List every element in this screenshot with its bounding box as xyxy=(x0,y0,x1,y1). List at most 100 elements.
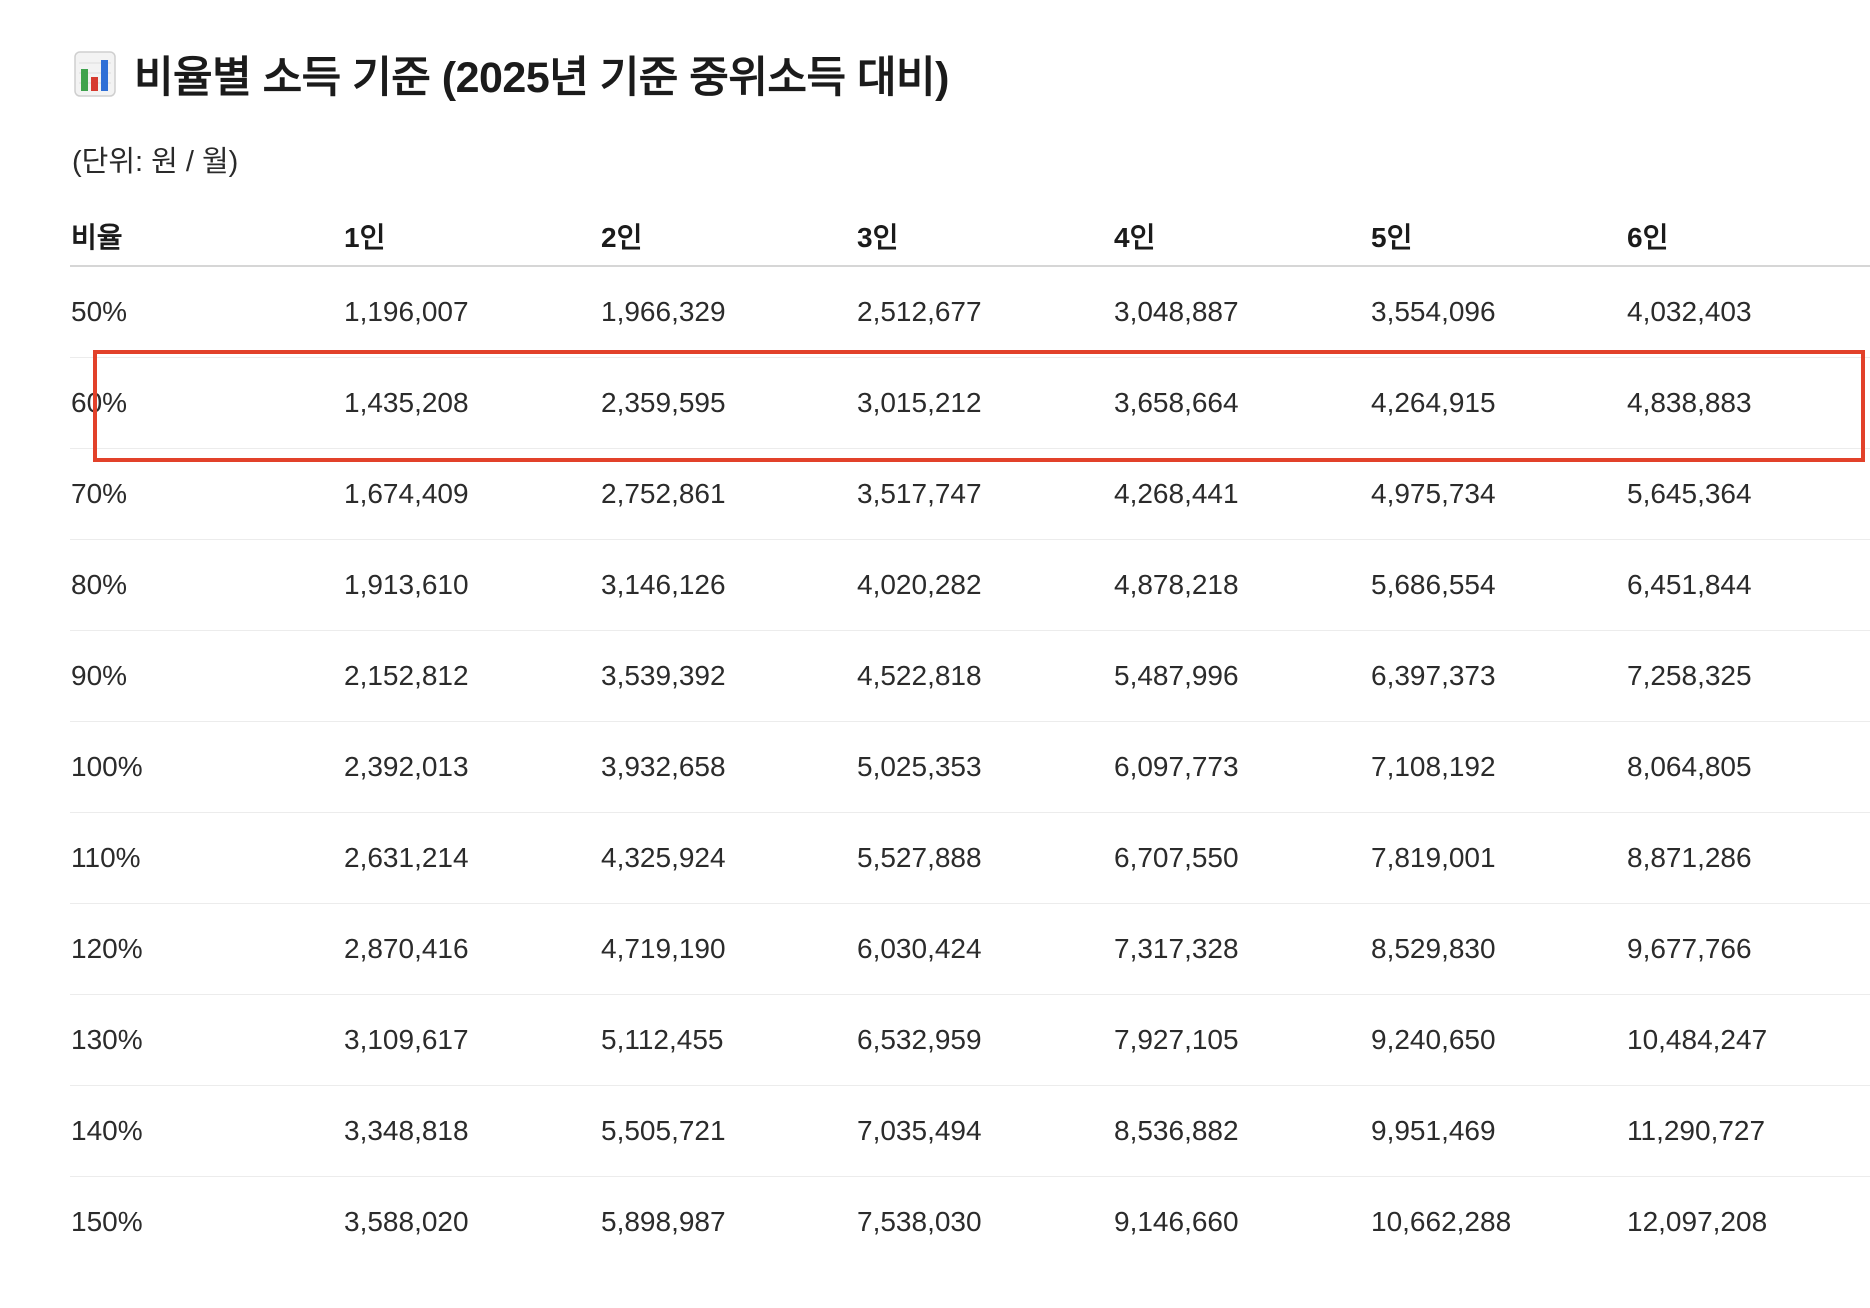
table-row: 120% 2,870,416 4,719,190 6,030,424 7,317… xyxy=(70,904,1870,995)
table-cell: 5,025,353 xyxy=(857,751,982,782)
table-cell: 3,932,658 xyxy=(601,751,726,782)
table-cell: 5,527,888 xyxy=(857,842,982,873)
table-cell: 5,505,721 xyxy=(601,1115,726,1146)
table-cell: 2,512,677 xyxy=(857,296,982,327)
table-cell: 2,752,861 xyxy=(601,478,726,509)
table-cell: 6,707,550 xyxy=(1114,842,1239,873)
header-ratio: 비율 xyxy=(71,222,123,253)
table-cell: 3,348,818 xyxy=(344,1115,469,1146)
header-5-person: 5인 xyxy=(1371,222,1413,253)
table-cell-ratio: 60% xyxy=(71,387,128,418)
table-cell: 6,451,844 xyxy=(1627,569,1752,600)
table-cell: 4,268,441 xyxy=(1114,478,1239,509)
table-cell: 5,112,455 xyxy=(601,1024,724,1055)
table-cell: 2,152,812 xyxy=(344,660,469,691)
title-row: 비율별 소득 기준 (2025년 기준 중위소득 대비) xyxy=(74,46,949,102)
table-cell: 8,871,286 xyxy=(1627,842,1752,873)
table-cell: 1,966,329 xyxy=(601,296,726,327)
table-cell: 12,097,208 xyxy=(1627,1206,1768,1237)
table-cell: 4,719,190 xyxy=(601,933,726,964)
header-3-person: 3인 xyxy=(857,222,899,253)
table-cell: 8,536,882 xyxy=(1114,1115,1239,1146)
table-cell: 3,539,392 xyxy=(601,660,726,691)
table-cell: 3,658,664 xyxy=(1114,387,1239,418)
table-cell: 1,435,208 xyxy=(344,387,469,418)
table-row: 140% 3,348,818 5,505,721 7,035,494 8,536… xyxy=(70,1086,1870,1177)
bar-chart-icon xyxy=(74,51,116,97)
header-4-person: 4인 xyxy=(1114,222,1156,253)
table-cell: 1,674,409 xyxy=(344,478,469,509)
table-cell: 4,975,734 xyxy=(1371,478,1496,509)
table-cell: 4,264,915 xyxy=(1371,387,1496,418)
table-cell: 4,838,883 xyxy=(1627,387,1752,418)
table-cell: 7,819,001 xyxy=(1371,842,1496,873)
table-cell: 9,240,650 xyxy=(1371,1024,1496,1055)
table-cell: 9,677,766 xyxy=(1627,933,1752,964)
table-cell: 6,397,373 xyxy=(1371,660,1496,691)
table-cell: 11,290,727 xyxy=(1627,1115,1766,1146)
table-cell: 1,196,007 xyxy=(344,296,469,327)
table-cell: 9,951,469 xyxy=(1371,1115,1496,1146)
table-cell: 5,898,987 xyxy=(601,1206,726,1237)
table-cell: 7,035,494 xyxy=(857,1115,982,1146)
table-cell: 3,109,617 xyxy=(344,1024,469,1055)
table-cell-ratio: 120% xyxy=(71,933,143,964)
table-cell: 5,487,996 xyxy=(1114,660,1239,691)
table-row: 90% 2,152,812 3,539,392 4,522,818 5,487,… xyxy=(70,631,1870,722)
table-cell-ratio: 130% xyxy=(71,1024,143,1055)
table-cell: 10,484,247 xyxy=(1627,1024,1768,1055)
table-cell: 3,048,887 xyxy=(1114,296,1239,327)
page: 비율별 소득 기준 (2025년 기준 중위소득 대비) (단위: 원 / 월)… xyxy=(70,0,1870,1308)
table-cell-ratio: 80% xyxy=(71,569,128,600)
table-header-row: 비율 1인 2인 3인 4인 5인 6인 xyxy=(70,196,1870,267)
table-row: 70% 1,674,409 2,752,861 3,517,747 4,268,… xyxy=(70,449,1870,540)
header-2-person: 2인 xyxy=(601,222,643,253)
table-cell: 7,108,192 xyxy=(1371,751,1496,782)
table-row: 80% 1,913,610 3,146,126 4,020,282 4,878,… xyxy=(70,540,1870,631)
header-6-person: 6인 xyxy=(1627,222,1669,253)
table-cell: 3,588,020 xyxy=(344,1206,469,1237)
table-row-highlighted: 60% 1,435,208 2,359,595 3,015,212 3,658,… xyxy=(70,358,1870,449)
table-cell: 2,870,416 xyxy=(344,933,469,964)
table-cell: 3,554,096 xyxy=(1371,296,1496,327)
table-cell: 4,020,282 xyxy=(857,569,982,600)
table-cell-ratio: 140% xyxy=(71,1115,143,1146)
table-cell: 1,913,610 xyxy=(344,569,469,600)
table-cell: 8,529,830 xyxy=(1371,933,1496,964)
table-row: 50% 1,196,007 1,966,329 2,512,677 3,048,… xyxy=(70,267,1870,358)
table-cell: 6,532,959 xyxy=(857,1024,982,1055)
table-cell-ratio: 70% xyxy=(71,478,128,509)
page-title: 비율별 소득 기준 (2025년 기준 중위소득 대비) xyxy=(134,54,949,102)
table-cell: 3,146,126 xyxy=(601,569,726,600)
table-row: 130% 3,109,617 5,112,455 6,532,959 7,927… xyxy=(70,995,1870,1086)
table-cell-ratio: 150% xyxy=(71,1206,143,1237)
table-cell-ratio: 110% xyxy=(71,842,141,873)
table-cell: 4,325,924 xyxy=(601,842,726,873)
table-cell: 6,030,424 xyxy=(857,933,982,964)
table-cell: 7,927,105 xyxy=(1114,1024,1239,1055)
table-cell: 3,015,212 xyxy=(857,387,982,418)
table-cell: 2,359,595 xyxy=(601,387,726,418)
table-cell: 9,146,660 xyxy=(1114,1206,1239,1237)
table-cell: 10,662,288 xyxy=(1371,1206,1512,1237)
table-row: 150% 3,588,020 5,898,987 7,538,030 9,146… xyxy=(70,1177,1870,1267)
unit-note: (단위: 원 / 월) xyxy=(72,146,239,178)
table-cell: 5,686,554 xyxy=(1371,569,1496,600)
table-cell: 4,878,218 xyxy=(1114,569,1239,600)
table-cell: 8,064,805 xyxy=(1627,751,1752,782)
table-cell: 4,032,403 xyxy=(1627,296,1752,327)
table-cell-ratio: 90% xyxy=(71,660,128,691)
table-cell-ratio: 50% xyxy=(71,296,128,327)
header-1-person: 1인 xyxy=(344,222,386,253)
table-cell: 5,645,364 xyxy=(1627,478,1752,509)
table-cell: 7,538,030 xyxy=(857,1206,982,1237)
table-cell: 2,392,013 xyxy=(344,751,469,782)
table-row: 100% 2,392,013 3,932,658 5,025,353 6,097… xyxy=(70,722,1870,813)
income-table: 비율 1인 2인 3인 4인 5인 6인 50% 1,196,007 1,966… xyxy=(70,196,1870,1267)
table-cell: 7,258,325 xyxy=(1627,660,1752,691)
table-cell: 2,631,214 xyxy=(344,842,469,873)
table-cell: 3,517,747 xyxy=(857,478,982,509)
table-cell: 6,097,773 xyxy=(1114,751,1239,782)
table-row: 110% 2,631,214 4,325,924 5,527,888 6,707… xyxy=(70,813,1870,904)
table-cell: 7,317,328 xyxy=(1114,933,1239,964)
